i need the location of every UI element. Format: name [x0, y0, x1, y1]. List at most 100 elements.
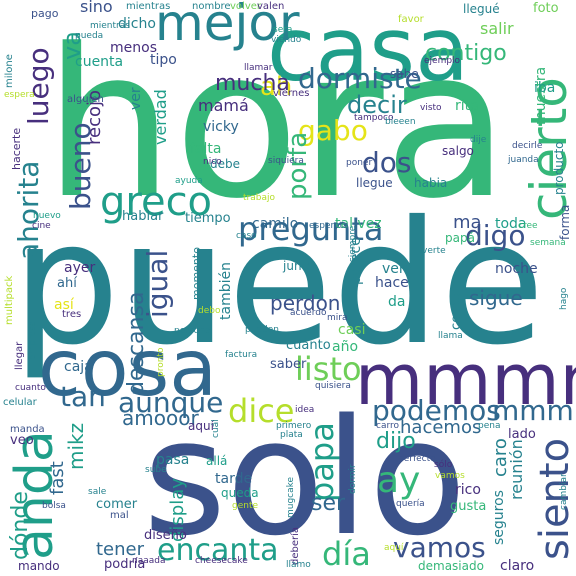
- word-semana-144: semana: [530, 238, 566, 248]
- word-esperota-141: esperota: [309, 221, 349, 231]
- word-mugcake-177: mugcake: [286, 476, 296, 518]
- word-mientras-189: mientras: [90, 21, 130, 31]
- word-mmm-21: mmm: [492, 394, 574, 427]
- word-carro-167: carro: [376, 421, 400, 431]
- word-llamo-184: llamo: [286, 560, 311, 570]
- word-dormir-179: dormir: [348, 464, 358, 494]
- word-ah-24: ah: [260, 72, 292, 102]
- word-ser-42: ser: [311, 491, 346, 516]
- word-mejor-6: mejor: [155, 0, 300, 52]
- word-salir-59: salir: [480, 19, 514, 38]
- word-falta-67: falta: [190, 141, 221, 157]
- word-dicho-62: dicho: [118, 16, 156, 32]
- word-poner-131: poner: [346, 158, 372, 168]
- word-ano-87: año: [332, 339, 358, 355]
- word-plata-164: plata: [280, 430, 303, 440]
- word-igual-32: igual: [141, 250, 174, 318]
- word-trabajo-139: trabajo: [243, 193, 275, 203]
- word-tipo-64: tipo: [150, 52, 177, 68]
- word-camilo-71: camilo: [252, 216, 298, 232]
- word-verte-146: verte: [422, 246, 446, 256]
- word-greco-9: greco: [100, 179, 212, 225]
- word-siento-11: siento: [532, 438, 576, 560]
- word-habia-105: habia: [414, 176, 447, 190]
- word-cuanto-86: cuánto: [286, 338, 331, 353]
- word-sube-169: sube: [145, 465, 167, 475]
- word-debe-107: debe: [210, 157, 240, 171]
- word-mama-54: mamá: [198, 96, 249, 115]
- word-alguien-125: alguien: [67, 94, 104, 105]
- word-pregunta-10: pregunta: [238, 210, 383, 248]
- word-perfecto-170: perfecto: [398, 454, 436, 464]
- word-dije-132: dije: [470, 135, 487, 145]
- word-nuevo-137: nuevo: [33, 211, 61, 221]
- word-recojo-53: recojo: [84, 90, 105, 145]
- word-tan-33: tan: [60, 380, 106, 413]
- word-correo-79: correo: [449, 289, 464, 330]
- word-debo-149: debo: [198, 306, 221, 316]
- word-hablar-69: hablar: [122, 209, 164, 224]
- word-deberia-178: debería: [289, 527, 301, 565]
- word-nico-129: nico: [203, 157, 222, 167]
- word-cual-166: cuál: [211, 419, 221, 438]
- word-diseno-98: diseño: [144, 528, 187, 543]
- word-llama-154: llama: [438, 331, 463, 341]
- word-menos-63: menos: [110, 40, 157, 56]
- word-puede-1: puede: [12, 185, 545, 383]
- word-ahi-83: ahí: [57, 276, 77, 291]
- word-ahorita-26: ahorita: [12, 161, 45, 260]
- word-casi-80: casi: [338, 322, 365, 338]
- word-hacerte-135: hacerte: [10, 128, 23, 170]
- word-sino-61: sino: [80, 0, 113, 16]
- word-tres-148: tres: [62, 309, 81, 320]
- word-hora-0: hora: [44, 6, 509, 244]
- word-parece-78: parece: [348, 237, 364, 285]
- word-acuerdo-150: acuerdo: [290, 308, 327, 318]
- word-dice-17: dice: [228, 392, 294, 430]
- word-digo-31: digo: [465, 219, 525, 252]
- word-cheesecake-183: cheesecake: [195, 556, 248, 566]
- word-podria-99: podría: [104, 557, 145, 572]
- word-quisiera-160: quisiera: [315, 381, 351, 391]
- word-tiempo-70: tiempo: [185, 211, 231, 226]
- word-bueno-27: bueno: [64, 122, 97, 210]
- word-descansa-40: descansa: [124, 292, 149, 395]
- word-forma-110: forma: [558, 205, 572, 240]
- word-aqui-90: aquí: [188, 419, 215, 433]
- word-llegar-157: llegar: [14, 341, 25, 370]
- word-valen-118: valen: [257, 1, 284, 12]
- word-siquiera-130: siquiera: [268, 156, 304, 166]
- word-hacemos-49: hacemos: [400, 417, 481, 438]
- word-naaada-182: naaada: [132, 556, 165, 566]
- word-lado-89: lado: [508, 427, 536, 442]
- word-mientras-115: mientras: [126, 1, 170, 12]
- word-toda-73: toda: [495, 216, 527, 232]
- word-da-81: da: [388, 294, 405, 310]
- word-solo-171: sólo: [434, 459, 453, 470]
- word-llegue-106: llegue: [356, 176, 393, 190]
- word-sabe-113: sabe: [390, 67, 419, 81]
- word-ma-45: ma: [453, 212, 482, 233]
- word-decir-29: decir: [347, 91, 407, 119]
- word-saber-88: saber: [270, 357, 307, 372]
- word-va-44: va: [58, 31, 86, 60]
- word-seguros-52: seguros: [491, 490, 507, 545]
- word-cosa-4: cosa: [38, 324, 217, 414]
- word-amooor-41: amooor: [122, 406, 199, 430]
- word-demasiado-101: demasiado: [418, 559, 484, 573]
- word-primero-165: primero: [276, 421, 312, 431]
- word-noche-75: noche: [495, 261, 538, 277]
- word-mando-100: mando: [18, 559, 60, 573]
- word-bolsa-174: bolsa: [42, 501, 66, 511]
- word-papa-74: papá: [445, 231, 475, 245]
- word-rita-57: rita: [455, 98, 479, 114]
- word-asi-84: así: [54, 297, 75, 313]
- word-mucha-39: mucha: [215, 71, 290, 96]
- word-vicky-55: vicky: [203, 119, 239, 135]
- word-momento-145: momento: [190, 247, 203, 300]
- word-claro-102: claro: [500, 558, 534, 574]
- word-verdad-56: verdad: [151, 89, 170, 145]
- word-pago-114: pago: [31, 7, 59, 20]
